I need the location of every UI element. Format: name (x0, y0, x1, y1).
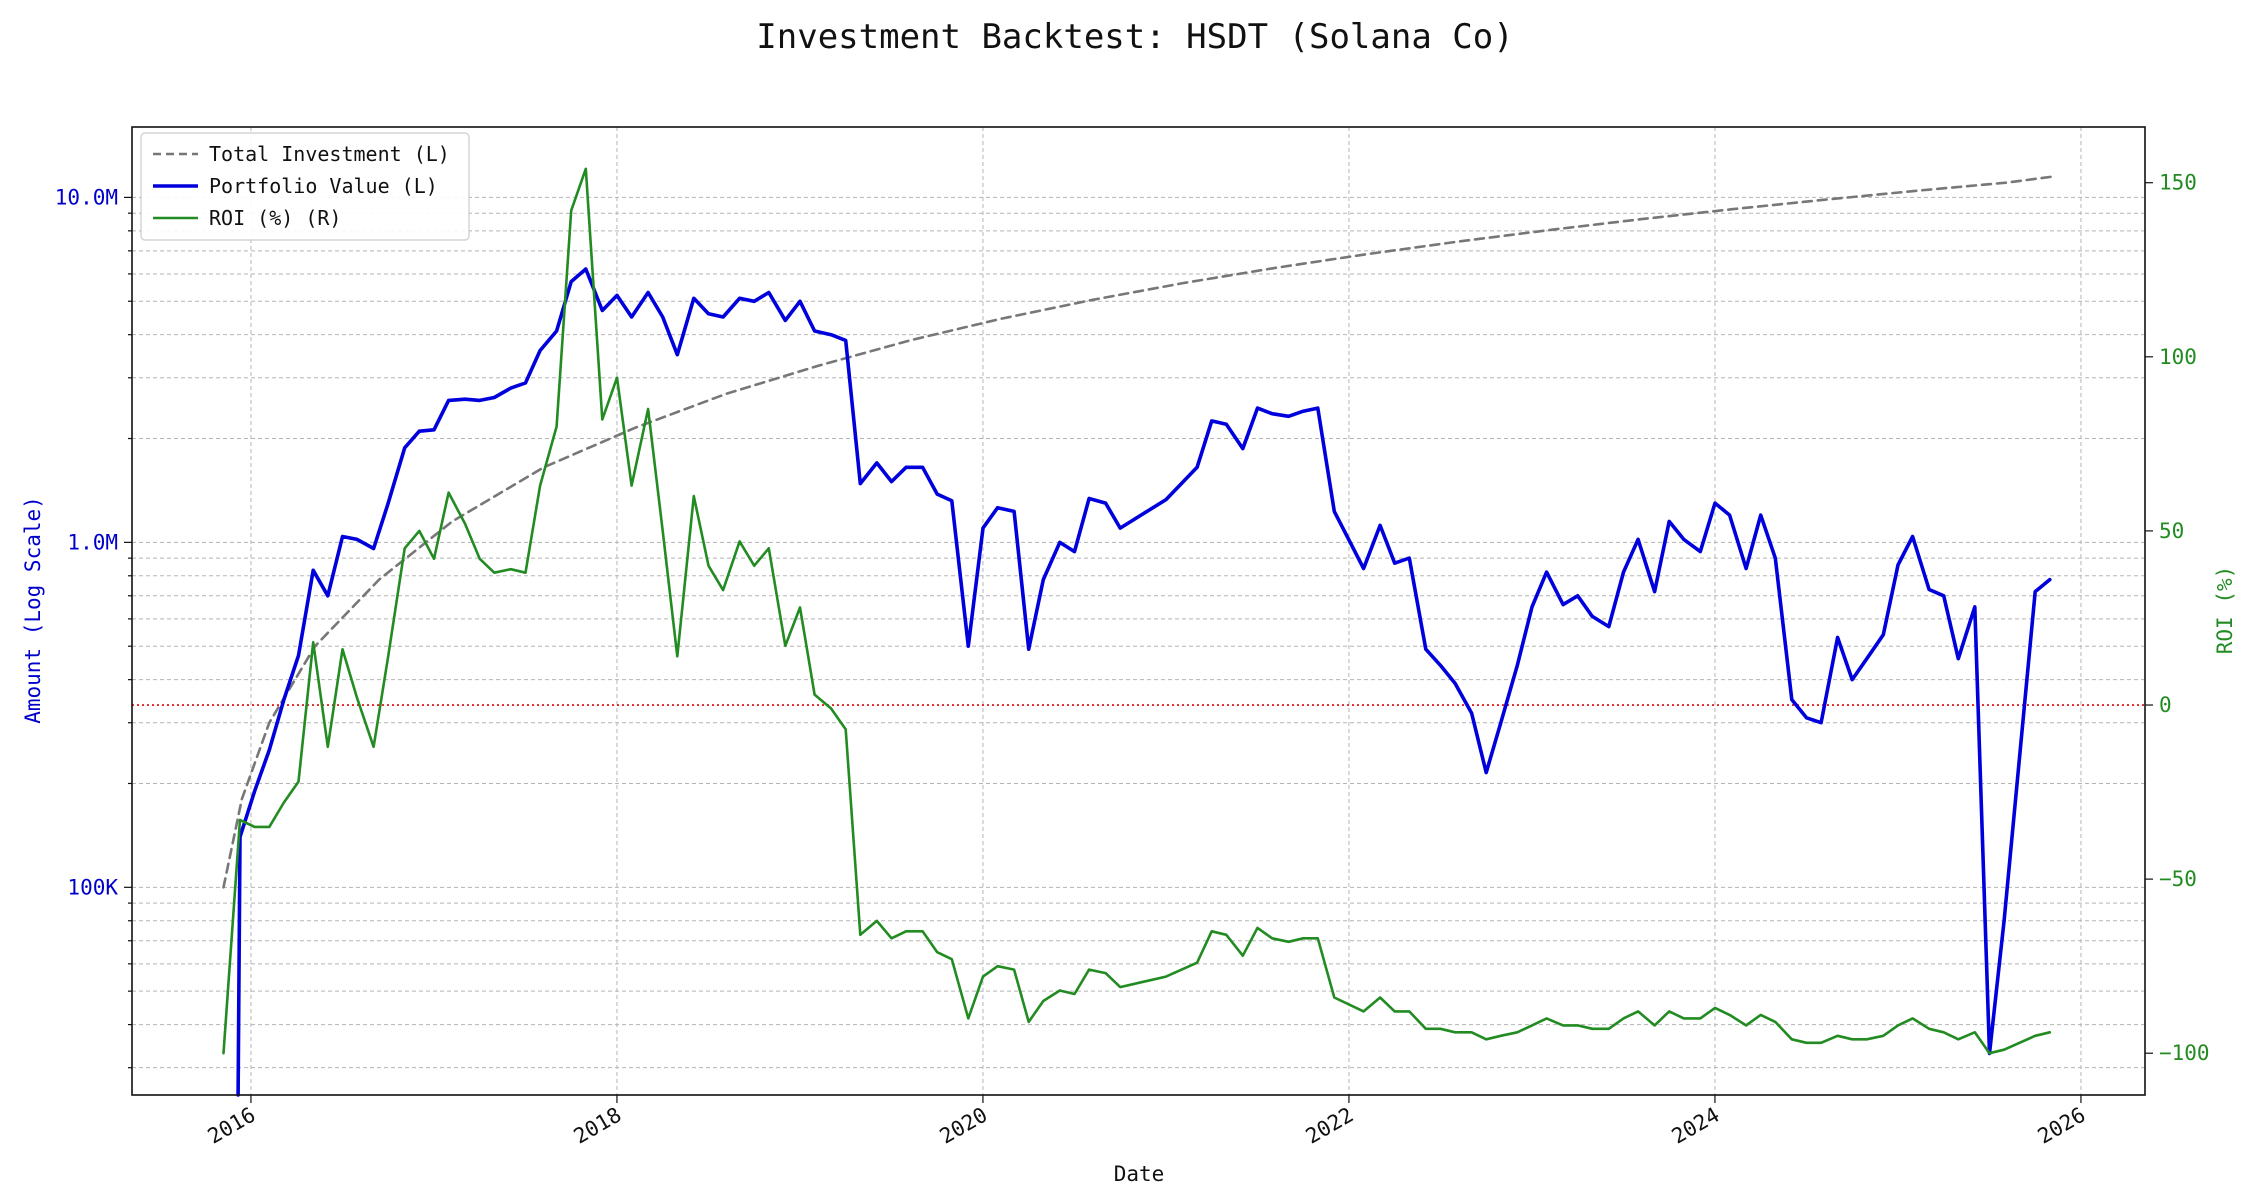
legend-label-total-investment: Total Investment (L) (209, 142, 450, 166)
right-tick-label: 150 (2159, 171, 2197, 195)
x-tick-label: 2026 (2034, 1103, 2090, 1149)
x-axis-label: Date (1114, 1162, 1165, 1186)
legend-box (140, 132, 470, 241)
series-line-roi-r (222, 167, 2052, 1055)
legend-label-roi: ROI (%) (R) (209, 206, 341, 230)
chart-title: Investment Backtest: HSDT (Solana Co) (756, 17, 1513, 57)
series-line-total-investment-l (222, 175, 2055, 889)
right-tick-label: −100 (2159, 1041, 2210, 1065)
plot-area-frame (131, 126, 2146, 1096)
legend-label-portfolio-value: Portfolio Value (L) (209, 174, 438, 198)
right-axis-label: ROI (%) (2213, 566, 2237, 655)
left-axis-label: Amount (Log Scale) (21, 496, 45, 724)
right-axis-ticks: −100 −50 0 50 100 150 (2145, 171, 2210, 1065)
left-tick-label: 1.0M (67, 530, 118, 554)
series-layer (222, 167, 2055, 1097)
x-axis-ticks: 2016 2018 2020 2022 2024 2026 (204, 1095, 2090, 1149)
grid (132, 127, 2145, 1095)
right-tick-label: 50 (2159, 519, 2184, 543)
left-tick-label: 100K (67, 875, 118, 899)
left-tick-label: 10.0M (55, 185, 118, 209)
right-tick-label: −50 (2159, 867, 2197, 891)
legend: Total Investment (L) Portfolio Value (L)… (140, 132, 470, 241)
left-axis-ticks: 100K 1.0M 10.0M (55, 185, 132, 1069)
x-tick-label: 2024 (1668, 1103, 1724, 1149)
x-tick-label: 2022 (1302, 1103, 1358, 1149)
x-tick-label: 2020 (936, 1103, 992, 1149)
x-tick-label: 2018 (570, 1103, 626, 1149)
series-line-portfolio-value-l (236, 267, 2052, 1097)
right-tick-label: 0 (2159, 693, 2172, 717)
right-tick-label: 100 (2159, 345, 2197, 369)
x-tick-label: 2016 (204, 1103, 260, 1149)
